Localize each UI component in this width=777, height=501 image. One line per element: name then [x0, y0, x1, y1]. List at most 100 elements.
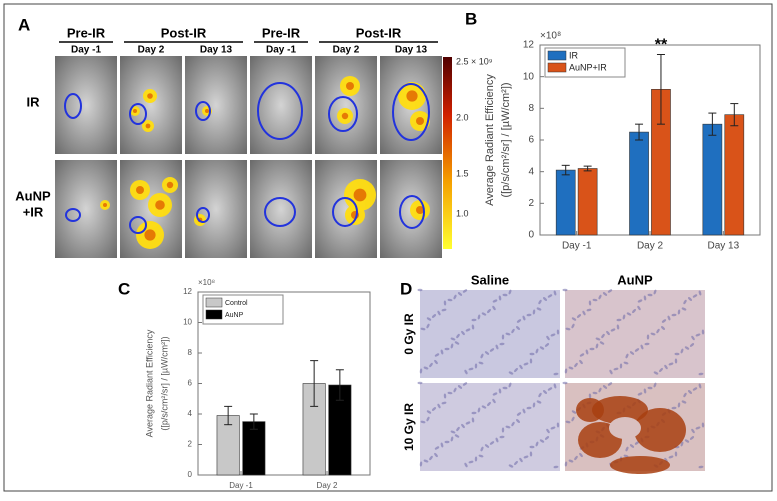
- cell: [529, 352, 535, 356]
- cell: [664, 364, 668, 370]
- cell: [623, 454, 629, 458]
- cell: [653, 289, 657, 295]
- x-tick-label: Day -1: [562, 241, 592, 252]
- cell: [692, 387, 698, 391]
- cell: [674, 352, 680, 356]
- y-axis-label: ([p/s/cm²/sr] / [µW/cm²]): [159, 336, 169, 430]
- bar: [629, 131, 649, 236]
- cell: [681, 400, 687, 404]
- cell: [465, 421, 471, 425]
- cell: [622, 314, 626, 320]
- cell: [539, 346, 545, 350]
- cell: [461, 423, 465, 429]
- cell: [650, 332, 656, 336]
- day-label: Day -1: [71, 45, 101, 56]
- y-tick-label: 12: [523, 40, 535, 51]
- cell: [501, 427, 505, 433]
- figure-border: [3, 3, 773, 492]
- cell: [637, 299, 643, 303]
- roi-circle: [257, 82, 303, 140]
- cell: [434, 359, 438, 365]
- signal-core: [205, 109, 209, 113]
- roi-circle: [65, 208, 81, 222]
- x-tick-label: Day 13: [707, 241, 739, 252]
- row-label: 0 Gy IR: [402, 313, 416, 355]
- signal-core: [133, 109, 137, 113]
- cell: [671, 406, 677, 410]
- cell: [629, 444, 635, 448]
- cell: [471, 411, 477, 415]
- error-bar: [708, 112, 717, 136]
- x-tick-label: Day -1: [229, 481, 253, 490]
- cell: [536, 307, 542, 311]
- cell: [546, 335, 550, 341]
- cell: [553, 290, 557, 296]
- cell: [417, 288, 423, 292]
- cell: [680, 441, 684, 447]
- mouse-image: [250, 160, 312, 258]
- cell: [602, 385, 608, 389]
- cell: [508, 464, 514, 468]
- cell: [684, 439, 690, 443]
- cell: [487, 308, 491, 314]
- signal-core: [145, 123, 151, 129]
- cell: [505, 425, 511, 429]
- legend-swatch: [547, 62, 567, 73]
- cell: [684, 346, 690, 350]
- panel-a: A Pre-IR Post-IR Pre-IR Post-IR Day -1 Day 2 Da…: [15, 15, 493, 258]
- axis-exponent: ×10⁸: [198, 278, 215, 287]
- cell: [417, 381, 423, 385]
- cell: [478, 361, 484, 365]
- cell: [477, 314, 481, 320]
- cell: [532, 309, 536, 315]
- cell: [698, 465, 704, 469]
- signal-core: [166, 181, 174, 189]
- cell: [579, 359, 583, 365]
- signal-core: [341, 112, 349, 120]
- cell: [526, 313, 532, 317]
- cell: [691, 428, 695, 434]
- cell: [626, 312, 632, 316]
- cell: [536, 400, 542, 404]
- error-bar: [656, 54, 665, 125]
- legend-label: AuNP+IR: [569, 62, 607, 72]
- cell: [562, 381, 568, 385]
- cell: [564, 461, 568, 467]
- cell: [434, 452, 438, 458]
- cell: [623, 361, 629, 365]
- cell: [579, 452, 583, 458]
- colorbar-tick: 1.5: [456, 168, 469, 178]
- dab-stain: [610, 456, 670, 474]
- cell: [456, 426, 460, 432]
- cell: [437, 310, 441, 316]
- signal-core: [144, 229, 156, 241]
- bar: [724, 114, 745, 236]
- panel-label: C: [118, 279, 130, 298]
- cell: [481, 405, 487, 409]
- cell: [646, 334, 650, 340]
- cell: [441, 308, 447, 312]
- cell: [423, 366, 429, 370]
- cell: [532, 402, 536, 408]
- cell: [629, 351, 635, 355]
- row-label: IR: [27, 94, 41, 109]
- cell: [598, 294, 602, 300]
- cell: [579, 353, 585, 357]
- histology-image: [565, 290, 705, 378]
- cell: [613, 367, 619, 371]
- cell: [625, 446, 629, 452]
- error-bar: [583, 165, 592, 172]
- panel-label: D: [400, 279, 412, 298]
- cell: [431, 407, 437, 411]
- cell: [443, 393, 447, 399]
- cell: [514, 460, 518, 466]
- cell: [522, 408, 526, 414]
- cell: [492, 392, 498, 396]
- error-bar: [310, 360, 319, 407]
- cell: [562, 288, 568, 292]
- cell: [499, 342, 505, 346]
- cell: [550, 426, 556, 430]
- cell: [553, 465, 559, 469]
- cell: [447, 391, 453, 395]
- cell: [647, 293, 653, 297]
